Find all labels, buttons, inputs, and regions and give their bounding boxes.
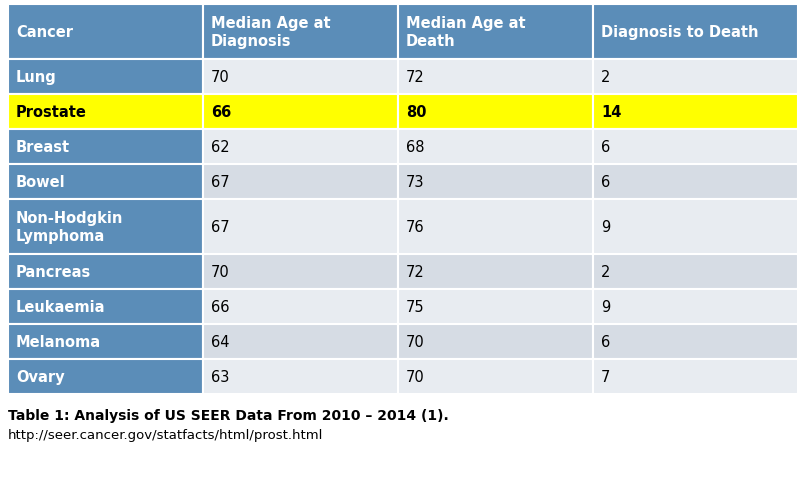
Bar xyxy=(203,324,398,359)
Bar xyxy=(398,254,593,289)
Bar xyxy=(203,254,398,289)
Text: 67: 67 xyxy=(211,175,230,190)
Text: Leukaemia: Leukaemia xyxy=(16,300,106,314)
Text: Table 1: Analysis of US SEER Data From 2010 – 2014 (1).: Table 1: Analysis of US SEER Data From 2… xyxy=(8,408,449,422)
Text: 68: 68 xyxy=(406,140,425,155)
Bar xyxy=(203,130,398,165)
Bar xyxy=(398,95,593,130)
Text: 76: 76 xyxy=(406,219,425,235)
Text: 6: 6 xyxy=(601,175,610,190)
Bar xyxy=(398,200,593,254)
Bar xyxy=(398,289,593,324)
Bar xyxy=(8,165,203,200)
Bar xyxy=(593,130,798,165)
Bar xyxy=(593,200,798,254)
Bar xyxy=(8,95,203,130)
Text: 72: 72 xyxy=(406,70,425,85)
Text: Bowel: Bowel xyxy=(16,175,66,190)
Text: 14: 14 xyxy=(601,105,622,120)
Text: Melanoma: Melanoma xyxy=(16,334,101,349)
Bar xyxy=(203,165,398,200)
Bar xyxy=(593,359,798,394)
Bar xyxy=(398,60,593,95)
Bar xyxy=(593,5,798,60)
Text: Ovary: Ovary xyxy=(16,369,65,384)
Bar xyxy=(593,165,798,200)
Text: 66: 66 xyxy=(211,105,231,120)
Text: 72: 72 xyxy=(406,264,425,279)
Bar xyxy=(203,5,398,60)
Text: 75: 75 xyxy=(406,300,425,314)
Text: 66: 66 xyxy=(211,300,230,314)
Text: 70: 70 xyxy=(406,334,425,349)
Bar xyxy=(398,165,593,200)
Bar xyxy=(593,289,798,324)
Bar xyxy=(398,5,593,60)
Bar xyxy=(398,359,593,394)
Bar xyxy=(593,95,798,130)
Text: 73: 73 xyxy=(406,175,425,190)
Text: 6: 6 xyxy=(601,140,610,155)
Bar xyxy=(593,254,798,289)
Bar xyxy=(203,60,398,95)
Text: 6: 6 xyxy=(601,334,610,349)
Bar xyxy=(203,200,398,254)
Bar xyxy=(203,95,398,130)
Text: Median Age at
Diagnosis: Median Age at Diagnosis xyxy=(211,16,330,48)
Bar xyxy=(8,130,203,165)
Bar xyxy=(8,5,203,60)
Text: Prostate: Prostate xyxy=(16,105,87,120)
Text: 64: 64 xyxy=(211,334,230,349)
Bar xyxy=(8,254,203,289)
Text: Median Age at
Death: Median Age at Death xyxy=(406,16,526,48)
Bar xyxy=(203,289,398,324)
Text: Pancreas: Pancreas xyxy=(16,264,91,279)
Bar xyxy=(8,289,203,324)
Text: 70: 70 xyxy=(211,264,230,279)
Bar xyxy=(593,60,798,95)
Text: Diagnosis to Death: Diagnosis to Death xyxy=(601,25,758,40)
Text: 9: 9 xyxy=(601,300,610,314)
Bar xyxy=(8,200,203,254)
Text: 80: 80 xyxy=(406,105,426,120)
Text: 9: 9 xyxy=(601,219,610,235)
Text: 62: 62 xyxy=(211,140,230,155)
Bar xyxy=(8,60,203,95)
Text: 63: 63 xyxy=(211,369,230,384)
Text: 2: 2 xyxy=(601,264,610,279)
Text: Non-Hodgkin
Lymphoma: Non-Hodgkin Lymphoma xyxy=(16,211,123,243)
Bar xyxy=(593,324,798,359)
Bar xyxy=(8,359,203,394)
Bar xyxy=(203,359,398,394)
Text: 2: 2 xyxy=(601,70,610,85)
Text: http://seer.cancer.gov/statfacts/html/prost.html: http://seer.cancer.gov/statfacts/html/pr… xyxy=(8,428,323,441)
Bar xyxy=(398,130,593,165)
Bar xyxy=(8,324,203,359)
Text: 7: 7 xyxy=(601,369,610,384)
Bar xyxy=(398,324,593,359)
Text: 70: 70 xyxy=(406,369,425,384)
Text: Cancer: Cancer xyxy=(16,25,73,40)
Text: Lung: Lung xyxy=(16,70,57,85)
Text: 70: 70 xyxy=(211,70,230,85)
Text: Breast: Breast xyxy=(16,140,70,155)
Text: 67: 67 xyxy=(211,219,230,235)
